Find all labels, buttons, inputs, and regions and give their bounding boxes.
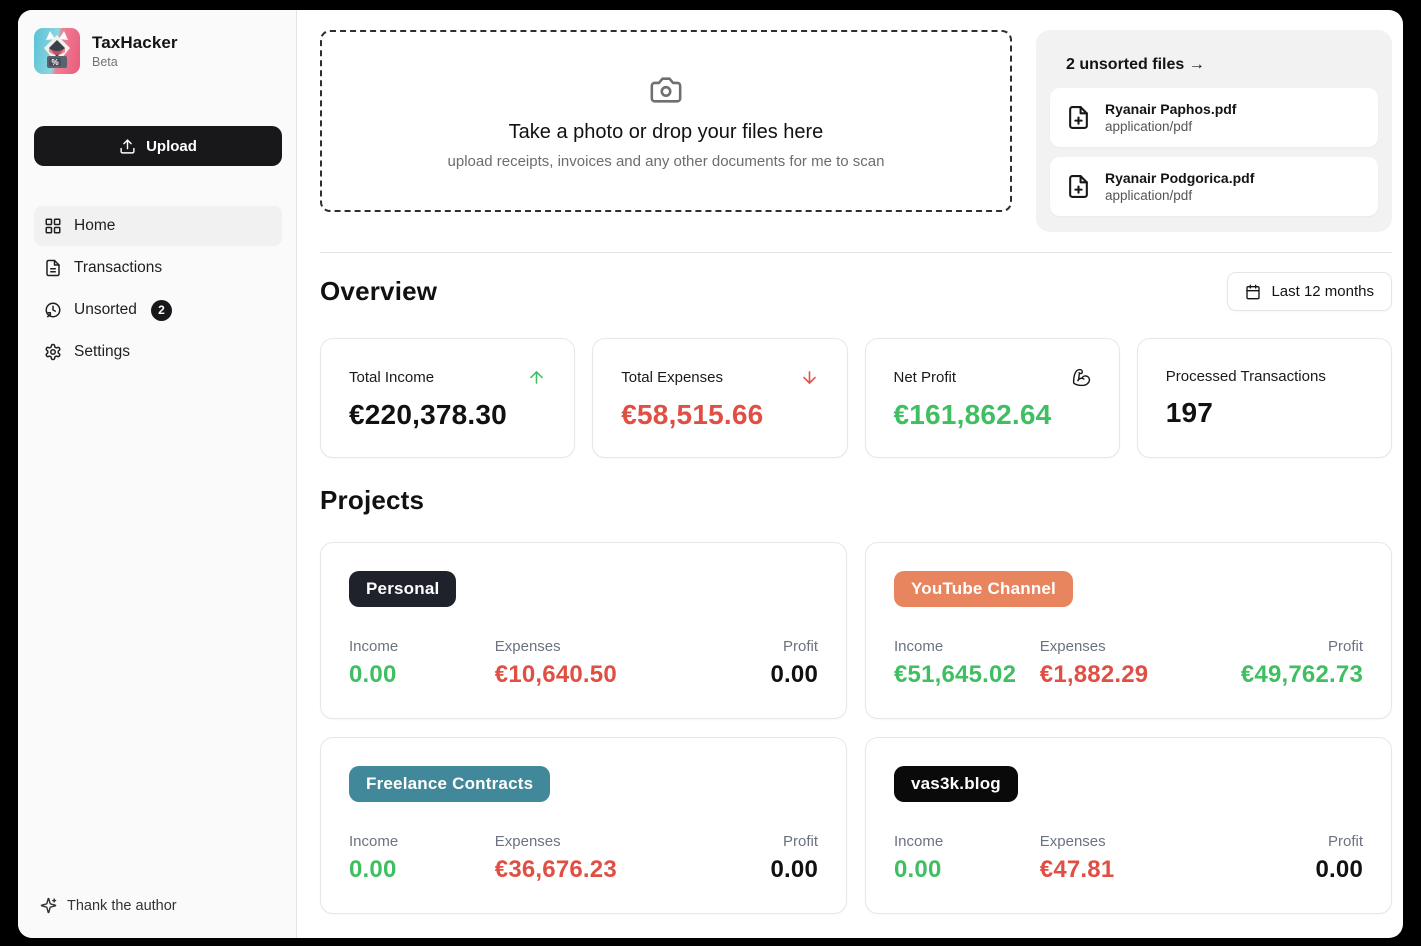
project-badge[interactable]: Personal — [349, 571, 457, 607]
camera-icon — [650, 76, 682, 103]
file-plus-icon — [1069, 106, 1088, 129]
file-text-icon — [46, 259, 60, 277]
stat-label: Processed Transactions — [1165, 368, 1326, 385]
profit-label: Profit — [782, 833, 818, 850]
profit-value: 0.00 — [770, 661, 818, 688]
date-range-button[interactable]: Last 12 months — [1227, 272, 1392, 311]
income-label: Income — [894, 833, 944, 850]
expenses-label: Expenses — [1039, 638, 1106, 655]
stat-label: Net Profit — [893, 369, 957, 386]
file-type: application/pdf — [1105, 188, 1193, 203]
project-card-freelance-contracts: Freelance Contracts Income 0.00 Expenses €… — [320, 737, 847, 914]
income-value: 0.00 — [894, 856, 942, 883]
profit-label: Profit — [1327, 833, 1363, 850]
income-label: Income — [349, 638, 399, 655]
sidebar-item-label: Home — [74, 217, 116, 234]
expenses-value: €36,676.23 — [494, 856, 617, 883]
thank-author-link[interactable]: Thank the author — [34, 891, 282, 920]
expenses-label: Expenses — [1039, 833, 1106, 850]
app-title: TaxHacker — [92, 33, 178, 52]
app-badge: Beta — [92, 55, 118, 69]
project-card-youtube-channel: YouTube Channel Income €51,645.02 Expense… — [865, 542, 1392, 719]
file-type: application/pdf — [1105, 119, 1193, 134]
sidebar-nav: Home Transactions Unsorted 2 Settings — [34, 206, 282, 372]
brand: % TaxHacker Beta — [34, 28, 282, 74]
project-card-personal: Personal Income 0.00 Expenses €10,640.50 P… — [320, 542, 847, 719]
overview-stats: Total Income €220,378.30 Total Expenses … — [320, 338, 1392, 458]
profit-label: Profit — [782, 638, 818, 655]
stat-value: 197 — [1165, 397, 1214, 428]
expenses-value: €10,640.50 — [494, 661, 617, 688]
app-logo: % — [34, 28, 80, 74]
upload-icon — [120, 138, 135, 154]
profit-value: 0.00 — [770, 856, 818, 883]
income-label: Income — [349, 833, 399, 850]
profit-value: 0.00 — [1315, 856, 1363, 883]
stat-card-processed-transactions: Processed Transactions 197 — [1136, 338, 1392, 458]
project-badge[interactable]: Freelance Contracts — [349, 766, 551, 802]
arrow-down-icon — [802, 371, 816, 384]
biceps-icon — [1072, 368, 1090, 387]
projects-grid: Personal Income 0.00 Expenses €10,640.50 P… — [320, 542, 1392, 914]
file-card[interactable]: Ryanair Podgorica.pdf application/pdf — [1050, 157, 1378, 216]
stat-card-total-expenses: Total Expenses €58,515.66 — [592, 338, 848, 458]
stat-card-net-profit: Net Profit €161,862.64 — [864, 338, 1120, 458]
file-name: Ryanair Paphos.pdf — [1105, 101, 1237, 117]
sidebar-item-settings[interactable]: Settings — [34, 332, 282, 372]
file-name: Ryanair Podgorica.pdf — [1105, 170, 1255, 186]
sidebar-item-label: Transactions — [74, 259, 163, 276]
stat-label: Total Expenses — [621, 369, 723, 386]
date-range-label: Last 12 months — [1271, 283, 1374, 300]
income-value: €51,645.02 — [894, 661, 1017, 688]
main-content: Take a photo or drop your files here upl… — [297, 10, 1403, 938]
clock-icon — [45, 302, 61, 318]
section-divider — [320, 252, 1392, 253]
dropzone-subtitle: upload receipts, invoices and any other … — [447, 152, 885, 170]
expenses-label: Expenses — [494, 833, 561, 850]
file-dropzone[interactable]: Take a photo or drop your files here upl… — [320, 30, 1012, 212]
unsorted-count-badge: 2 — [150, 299, 172, 321]
sidebar-item-label: Unsorted — [74, 301, 137, 318]
app-window: % TaxHacker Beta Upload Home Transaction… — [18, 10, 1403, 938]
sidebar: % TaxHacker Beta Upload Home Transaction… — [18, 10, 297, 938]
project-badge[interactable]: YouTube Channel — [894, 571, 1073, 607]
sidebar-item-home[interactable]: Home — [34, 206, 282, 246]
stat-label: Total Income — [349, 369, 435, 386]
stat-value: €161,862.64 — [893, 399, 1052, 430]
thank-author-label: Thank the author — [67, 897, 177, 914]
sparkles-icon — [40, 897, 57, 914]
stat-value: €58,515.66 — [621, 399, 764, 430]
expenses-value: €47.81 — [1039, 856, 1115, 883]
sidebar-item-label: Settings — [74, 343, 131, 360]
gear-icon — [45, 343, 61, 361]
calendar-icon — [1246, 284, 1261, 299]
svg-text:%: % — [51, 58, 58, 67]
file-card[interactable]: Ryanair Paphos.pdf application/pdf — [1050, 88, 1378, 147]
upload-button[interactable]: Upload — [34, 126, 282, 166]
unsorted-files-link[interactable]: 2 unsorted files → — [1066, 56, 1205, 73]
projects-title: Projects — [320, 485, 425, 515]
profit-value: €49,762.73 — [1240, 661, 1363, 688]
unsorted-files-panel: 2 unsorted files → Ryanair Paphos.pdf ap… — [1036, 30, 1392, 232]
income-value: 0.00 — [349, 661, 397, 688]
sidebar-item-transactions[interactable]: Transactions — [34, 248, 282, 288]
file-plus-icon — [1069, 175, 1088, 198]
project-card-vas3k-blog: vas3k.blog Income 0.00 Expenses €47.81 Pro… — [865, 737, 1392, 914]
expenses-value: €1,882.29 — [1039, 661, 1149, 688]
stat-card-total-income: Total Income €220,378.30 — [320, 338, 576, 458]
expenses-label: Expenses — [494, 638, 561, 655]
stat-value: €220,378.30 — [349, 399, 507, 430]
grid-icon — [45, 218, 61, 234]
project-badge[interactable]: vas3k.blog — [894, 766, 1018, 802]
dropzone-title: Take a photo or drop your files here — [508, 120, 824, 143]
income-value: 0.00 — [349, 856, 397, 883]
upload-button-label: Upload — [146, 137, 197, 155]
arrow-up-icon — [530, 371, 544, 384]
sidebar-item-unsorted[interactable]: Unsorted 2 — [34, 290, 282, 330]
profit-label: Profit — [1327, 638, 1363, 655]
income-label: Income — [894, 638, 944, 655]
overview-title: Overview — [320, 276, 438, 306]
